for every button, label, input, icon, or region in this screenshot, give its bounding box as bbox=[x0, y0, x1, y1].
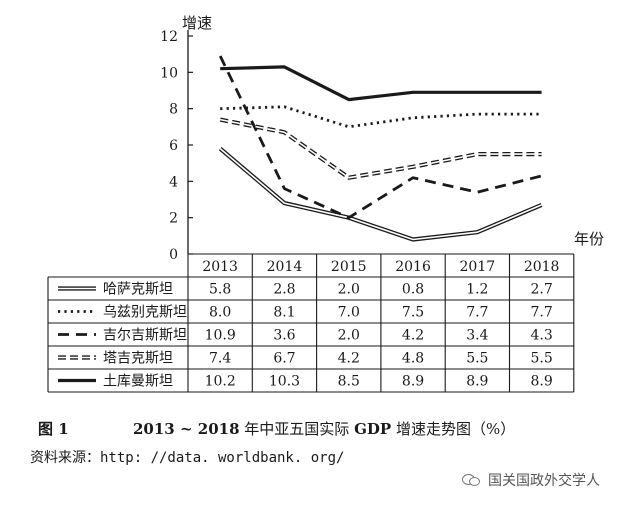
data-label: 4.8 bbox=[402, 351, 424, 367]
legend-label: 吉尔吉斯斯坦 bbox=[103, 328, 187, 344]
watermark-text: 国关国政外交学人 bbox=[488, 473, 600, 489]
data-label: 8.9 bbox=[402, 374, 424, 390]
figure-caption: 图 1 2013 ~ 2018 年中亚五国实际 GDP 增速走势图（%） bbox=[38, 418, 618, 439]
legend-label: 哈萨克斯坦 bbox=[103, 282, 173, 298]
data-label: 7.7 bbox=[466, 305, 488, 321]
figure-title-end: 增速走势图（%） bbox=[391, 420, 516, 438]
data-label: 7.5 bbox=[402, 305, 424, 321]
y-tick-label: 10 bbox=[160, 65, 178, 81]
data-label: 8.9 bbox=[466, 374, 488, 390]
series-line-3 bbox=[218, 55, 542, 220]
legend-label: 乌兹别克斯坦 bbox=[103, 305, 187, 321]
y-tick-label: 8 bbox=[169, 102, 178, 118]
source-label: 资料来源： bbox=[30, 450, 100, 466]
data-label: 2.8 bbox=[273, 282, 295, 298]
data-label: 0.8 bbox=[402, 282, 424, 298]
data-label: 7.7 bbox=[531, 305, 553, 321]
x-tick-label: 2015 bbox=[331, 259, 367, 275]
x-tick-label: 2013 bbox=[202, 259, 238, 275]
data-label: 4.2 bbox=[338, 351, 360, 367]
legend-label: 塔吉克斯坦 bbox=[103, 351, 173, 367]
figure-title: 2013 ~ 2018 年中亚五国实际 GDP 增速走势图（%） bbox=[133, 418, 515, 439]
series-line-1-inner bbox=[219, 147, 542, 241]
x-tick-label: 2014 bbox=[267, 259, 303, 275]
legend-label: 土库曼斯坦 bbox=[103, 374, 173, 390]
data-label: 3.4 bbox=[466, 328, 488, 344]
data-label: 1.2 bbox=[466, 282, 488, 298]
series-line-5 bbox=[220, 65, 542, 102]
x-axis-title: 年份 bbox=[574, 230, 604, 248]
x-tick-label: 2017 bbox=[460, 259, 496, 275]
series-line-4 bbox=[219, 117, 542, 180]
series-line-2 bbox=[220, 105, 542, 129]
data-label: 10.3 bbox=[269, 374, 300, 390]
y-tick-label: 6 bbox=[169, 138, 178, 154]
data-label: 4.2 bbox=[402, 328, 424, 344]
data-label: 10.2 bbox=[205, 374, 236, 390]
watermark: 国关国政外交学人 bbox=[462, 470, 600, 490]
y-axis-title: 增速 bbox=[182, 14, 212, 32]
data-label: 7.4 bbox=[209, 351, 231, 367]
y-tick-label: 0 bbox=[169, 247, 178, 263]
wechat-icon bbox=[462, 473, 480, 487]
y-tick-label: 2 bbox=[169, 211, 178, 227]
figure-title-years: 2013 ~ 2018 bbox=[133, 420, 240, 438]
figure-number: 图 1 bbox=[38, 420, 69, 438]
data-source: 资料来源：http: //data. worldbank. org/ bbox=[30, 447, 344, 467]
y-tick-label: 4 bbox=[169, 174, 178, 190]
chart-series-lines bbox=[218, 55, 543, 242]
figure-title-gdp: GDP bbox=[354, 420, 392, 438]
data-label: 8.1 bbox=[273, 305, 295, 321]
data-label: 8.9 bbox=[531, 374, 553, 390]
series-line-4-inner bbox=[220, 118, 542, 179]
data-label: 3.6 bbox=[273, 328, 295, 344]
data-label: 5.5 bbox=[531, 351, 553, 367]
x-tick-label: 2016 bbox=[395, 259, 431, 275]
data-label: 8.5 bbox=[338, 374, 360, 390]
data-label: 4.3 bbox=[531, 328, 553, 344]
data-table: 2013 2014 2015 2016 2017 2018 哈萨克斯坦 5.8 2.8 2.0 0.… bbox=[47, 253, 575, 393]
figure-title-mid: 年中亚五国实际 bbox=[239, 420, 355, 438]
source-url: http: //data. worldbank. org/ bbox=[100, 450, 345, 466]
x-tick-label: 2018 bbox=[524, 259, 560, 275]
data-label: 5.5 bbox=[466, 351, 488, 367]
data-label: 6.7 bbox=[273, 351, 295, 367]
data-label: 2.0 bbox=[338, 328, 360, 344]
data-label: 7.0 bbox=[338, 305, 360, 321]
data-label: 2.0 bbox=[338, 282, 360, 298]
data-label: 2.7 bbox=[531, 282, 553, 298]
y-tick-label: 12 bbox=[160, 29, 178, 45]
data-label: 5.8 bbox=[209, 282, 231, 298]
data-label: 8.0 bbox=[209, 305, 231, 321]
data-label: 10.9 bbox=[205, 328, 236, 344]
